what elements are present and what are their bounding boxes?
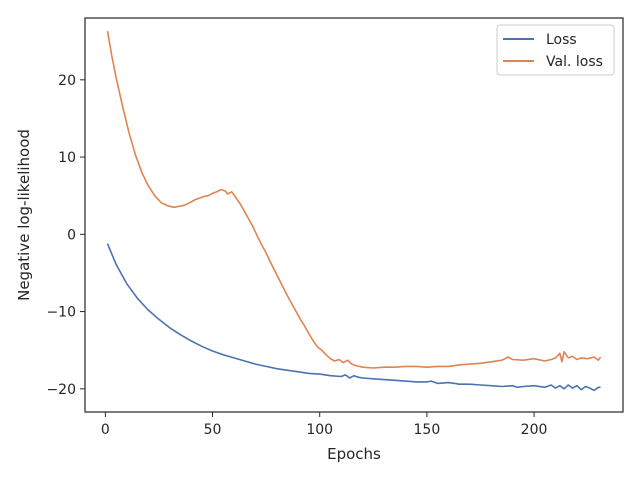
series-line-loss bbox=[106, 243, 601, 392]
legend: Loss Val. loss bbox=[496, 24, 615, 76]
x-tick-label: 100 bbox=[306, 422, 333, 438]
plot-frame bbox=[84, 17, 624, 413]
x-tick-label: 50 bbox=[204, 422, 222, 438]
series-line-val-loss bbox=[106, 30, 602, 369]
y-axis-label: Negative log-likelihood bbox=[15, 129, 33, 301]
x-tick-label: 200 bbox=[521, 422, 548, 438]
x-tick-label: 0 bbox=[101, 422, 110, 438]
y-tick-label: −20 bbox=[46, 382, 76, 398]
x-axis-ticks: 0 50 100 150 200 bbox=[101, 412, 548, 438]
x-tick-label: 150 bbox=[414, 422, 441, 438]
legend-label-val-loss: Val. loss bbox=[546, 54, 603, 70]
y-tick-label: 20 bbox=[58, 73, 76, 89]
legend-box bbox=[496, 24, 615, 76]
y-tick-label: 0 bbox=[67, 227, 76, 243]
x-axis-label: Epochs bbox=[327, 445, 381, 463]
legend-label-loss: Loss bbox=[546, 32, 577, 48]
y-tick-label: −10 bbox=[46, 305, 76, 321]
plot-area bbox=[106, 30, 602, 392]
y-axis-ticks: −20 −10 0 10 20 bbox=[46, 73, 85, 398]
y-tick-label: 10 bbox=[58, 150, 76, 166]
